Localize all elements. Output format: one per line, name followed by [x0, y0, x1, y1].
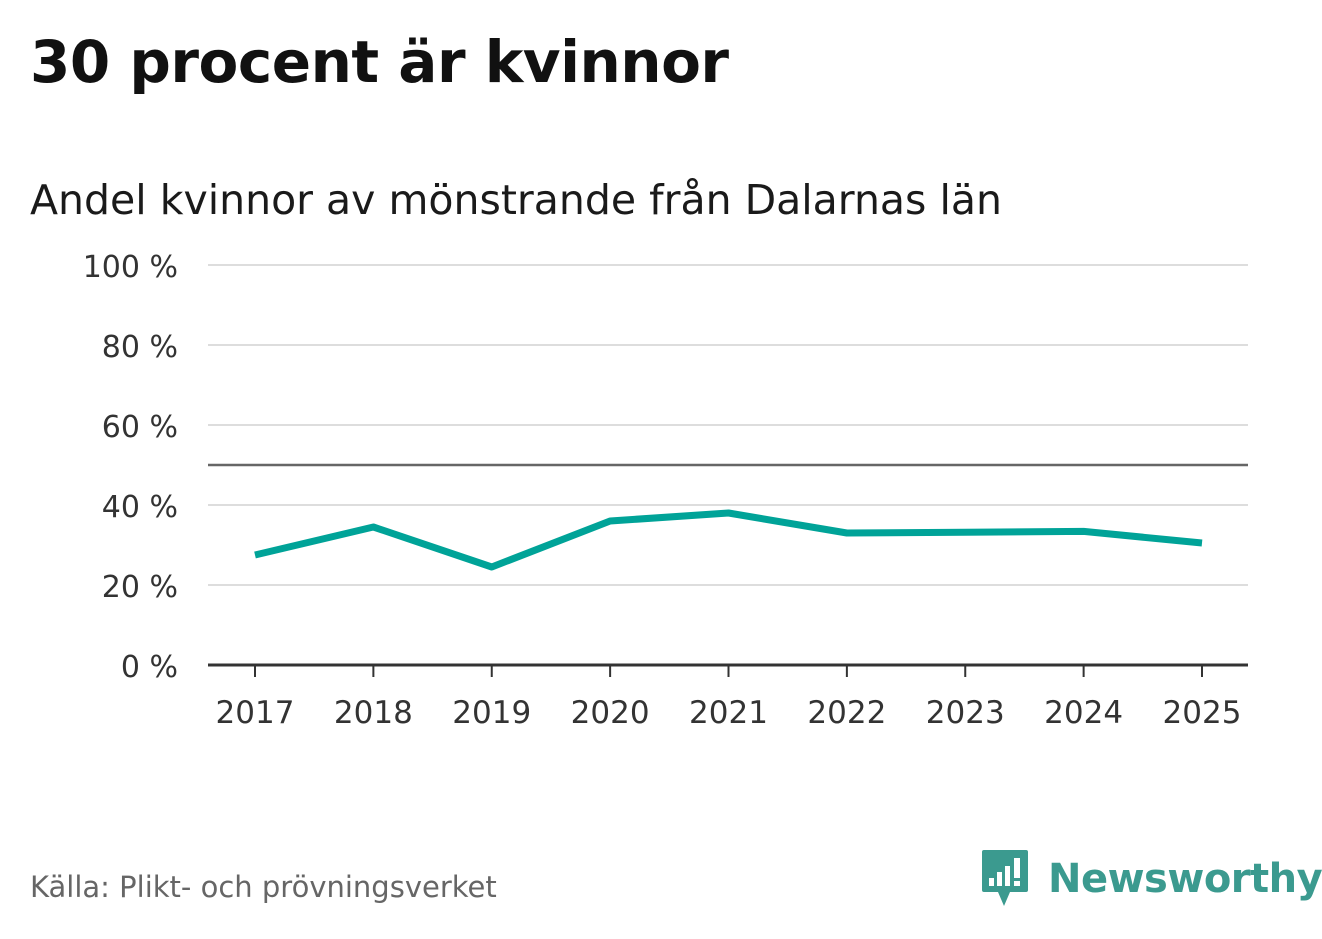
x-tick-label: 2017	[216, 695, 295, 731]
y-tick-label: 100 %	[83, 250, 178, 285]
x-tick-label: 2025	[1163, 695, 1242, 731]
x-tick-label: 2020	[571, 695, 650, 731]
x-tick-label: 2019	[452, 695, 531, 731]
y-tick-label: 60 %	[102, 410, 178, 445]
series-line	[254, 509, 1203, 571]
brand-name: Newsworthy	[1048, 856, 1322, 902]
y-tick-label: 20 %	[102, 570, 178, 605]
x-tick-label: 2024	[1044, 695, 1123, 731]
chart-title: 30 procent är kvinnor	[30, 28, 729, 96]
x-tick-label: 2023	[926, 695, 1005, 731]
newsworthy-logo-icon	[982, 850, 1028, 906]
line-chart: 0 % 20 % 40 % 60 % 80 % 100 % 2017 2018 2019 202…	[83, 250, 1248, 731]
x-tick-label: 2018	[334, 695, 413, 731]
chart-subtitle: Andel kvinnor av mönstrande från Dalarna…	[30, 176, 1002, 224]
y-tick-label: 0 %	[121, 650, 178, 685]
y-tick-label: 80 %	[102, 330, 178, 365]
source-note: Källa: Plikt- och prövningsverket	[30, 870, 497, 904]
x-tick-label: 2022	[807, 695, 886, 731]
y-tick-label: 40 %	[102, 490, 178, 525]
x-tick-label: 2021	[689, 695, 768, 731]
brand-logo[interactable]: Newsworthy	[980, 848, 1322, 910]
